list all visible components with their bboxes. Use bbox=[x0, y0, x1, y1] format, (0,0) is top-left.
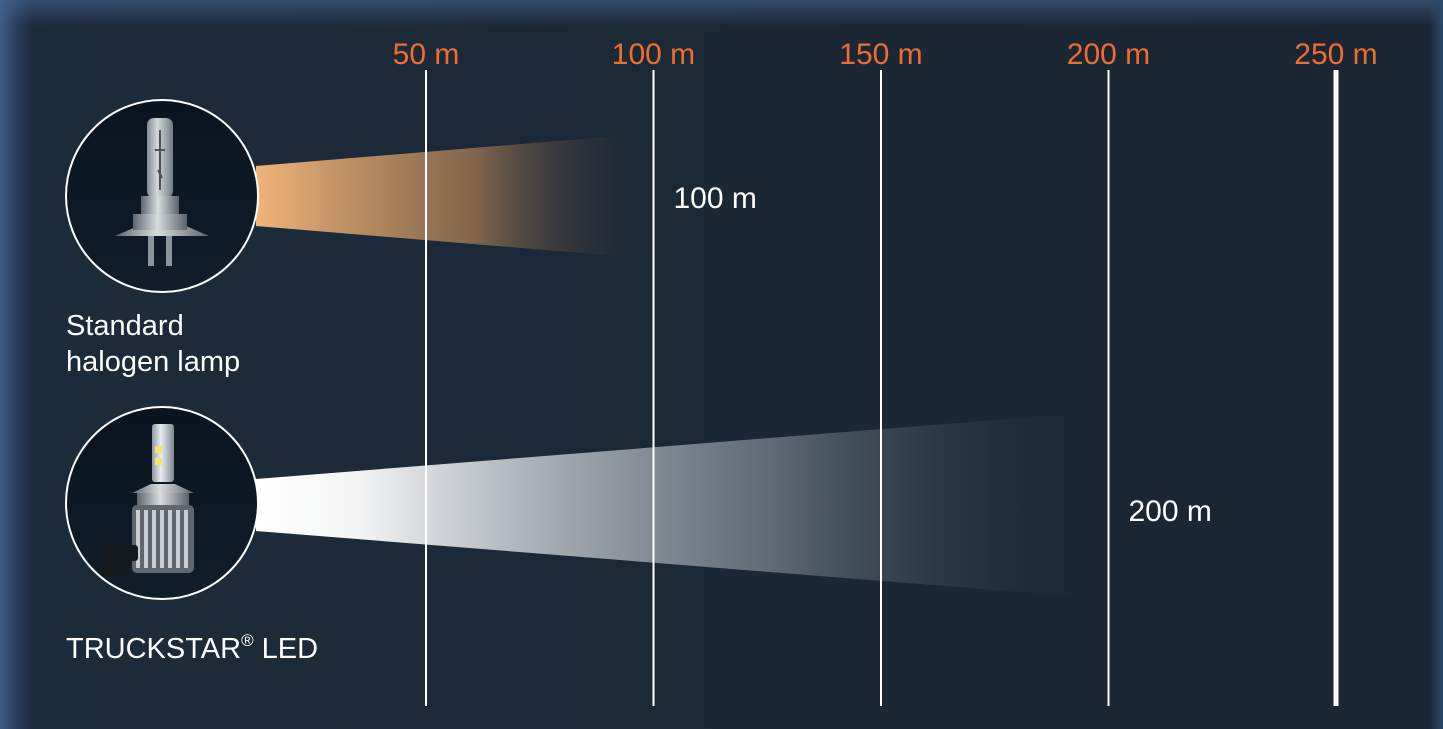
tick-label-50: 50 m bbox=[393, 38, 460, 71]
halogen-beam-bar bbox=[256, 133, 654, 259]
halogen-distance-label: 100 m bbox=[674, 182, 757, 215]
value-labels-layer: 100 m 200 m bbox=[674, 182, 1212, 528]
tick-label-250: 250 m bbox=[1294, 38, 1377, 71]
registered-mark: ® bbox=[241, 631, 254, 650]
led-beam-bar bbox=[256, 411, 1109, 599]
led-label-main: TRUCKSTAR bbox=[66, 633, 242, 665]
halogen-label-line-1: Standard bbox=[66, 310, 184, 342]
led-label: TRUCKSTAR® LED bbox=[66, 624, 318, 666]
background-edge bbox=[1429, 0, 1443, 729]
gridlines-layer bbox=[425, 70, 1339, 706]
led-bulb-icon bbox=[65, 406, 259, 600]
tick-label-200: 200 m bbox=[1067, 38, 1150, 71]
tick-label-100: 100 m bbox=[612, 38, 695, 71]
led-distance-label: 200 m bbox=[1129, 495, 1212, 528]
halogen-bulb-icon bbox=[65, 99, 259, 293]
led-label-suffix: LED bbox=[253, 633, 319, 665]
tick-labels-layer: 50 m 100 m 150 m 200 m 250 m bbox=[393, 38, 1378, 71]
beams-layer bbox=[256, 133, 1109, 599]
tick-label-150: 150 m bbox=[839, 38, 922, 71]
halogen-label-line-2: halogen lamp bbox=[66, 346, 241, 378]
